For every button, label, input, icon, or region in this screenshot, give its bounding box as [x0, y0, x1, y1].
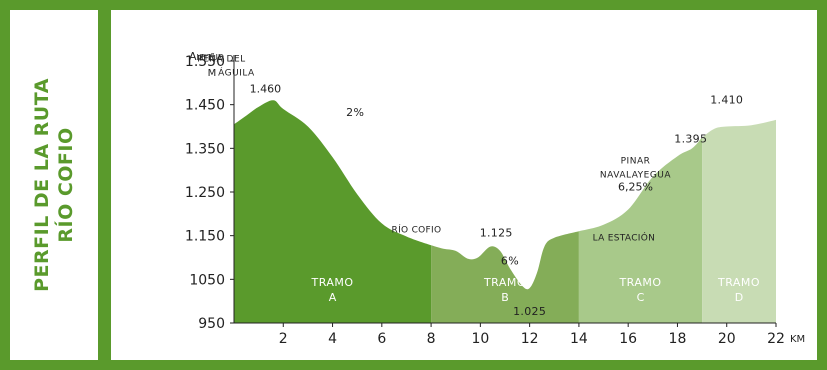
x-tick-label: 4 [328, 331, 337, 347]
tramo-area-a [234, 100, 432, 323]
tramo-area-c [578, 137, 703, 323]
x-tick-label: 10 [471, 331, 489, 347]
annotation-pena-del-aguila-value: 1.460 [250, 82, 282, 95]
y-axis-label: Altitud [189, 50, 224, 63]
annotation-point-1395: 1.395 [674, 133, 707, 146]
y-tick-label: 1050 [189, 272, 225, 288]
annotation-pinar-navalayegua-line2: NAVALAYEGUA [600, 170, 671, 180]
annotation-slope-6pct: 6% [501, 254, 519, 267]
tramo-label-b: TRAMO [483, 276, 526, 289]
x-tick-label: 12 [521, 331, 539, 347]
tramo-letter-b: B [501, 291, 509, 304]
tramo-area-b [431, 231, 579, 323]
annotation-low-1025: 1.025 [513, 305, 546, 318]
elevation-profile-chart: TRAMO A TRAMO B TRAMO C TRAMO D 1.550 1.450 1.350 1… [185, 50, 805, 347]
tramo-letter-a: A [329, 291, 337, 304]
x-tick-label: 16 [619, 331, 637, 347]
y-tick-label: 950 [198, 316, 225, 332]
route-profile-title-line1: PERFIL DE LA RUTA [31, 78, 53, 292]
tramo-label-c: TRAMO [618, 276, 661, 289]
route-profile-title-line2: RÍO COFIO [55, 127, 77, 243]
x-tick-label: 20 [718, 331, 736, 347]
y-tick-label: 1.550 [185, 54, 225, 70]
tramo-letter-d: D [735, 291, 743, 304]
annotation-pinar-navalayegua-line1: PINAR [621, 156, 651, 166]
route-profile-title: PERFIL DE LA RUTA RÍO COFIO [30, 78, 78, 292]
x-tick-label: 22 [767, 331, 785, 347]
x-tick-label: 8 [427, 331, 436, 347]
tramo-area-d [702, 119, 776, 324]
x-tick-label: 6 [377, 331, 386, 347]
annotation-slope-2pct: 2% [346, 106, 364, 119]
annotation-rio-cofio: RÍO COFIO [392, 224, 442, 236]
annotation-pena-del-aguila-line2: ÁGUILA [218, 66, 255, 78]
annotation-point-1410: 1.410 [710, 94, 743, 107]
x-axis-label: KM [790, 334, 805, 345]
x-tick-label: 2 [279, 331, 288, 347]
annotation-pena-del-aguila-line1: PEÑA DEL [197, 53, 246, 64]
tramo-letter-c: C [637, 291, 645, 304]
x-tick-label: 18 [669, 331, 687, 347]
y-tick-label: 1.150 [185, 229, 225, 245]
annotation-la-estacion: LA ESTACIÓN [593, 231, 656, 243]
tramo-label-a: TRAMO [310, 276, 353, 289]
annotation-pinar-navalayegua-value: 6,25% [618, 180, 653, 193]
annotation-peak-1125: 1.125 [480, 227, 513, 240]
tramo-label-d: TRAMO [717, 276, 760, 289]
y-tick-label: 1.450 [185, 98, 225, 114]
y-axis-unit: M [208, 68, 217, 79]
chart-panel: TRAMO A TRAMO B TRAMO C TRAMO D 1.550 1.450 1.350 1… [111, 10, 817, 360]
y-tick-label: 1.350 [185, 141, 225, 157]
x-tick-label: 14 [570, 331, 588, 347]
y-tick-label: 1.250 [185, 185, 225, 201]
side-panel: PERFIL DE LA RUTA RÍO COFIO [10, 10, 98, 360]
